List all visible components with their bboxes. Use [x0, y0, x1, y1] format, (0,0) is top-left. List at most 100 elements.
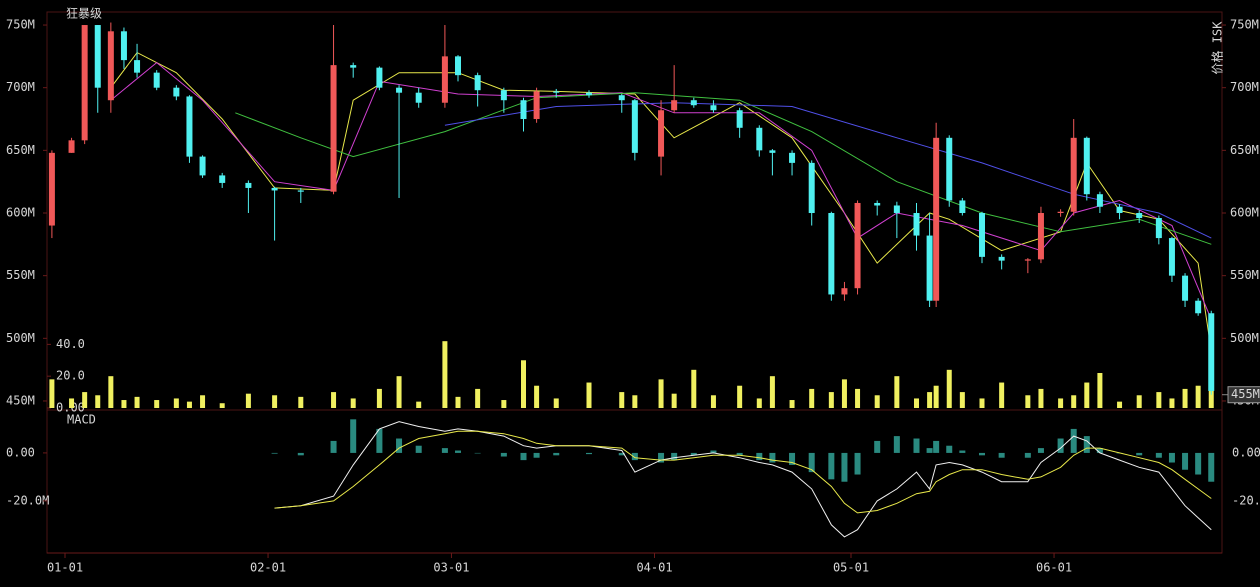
candle-body	[736, 110, 743, 128]
macd-bar	[376, 428, 383, 453]
macd-bar	[474, 452, 481, 454]
macd-bar	[854, 452, 861, 475]
macd-bar	[998, 452, 1005, 458]
volume-bar	[331, 392, 337, 408]
volume-bar	[1097, 373, 1103, 408]
candle-body	[153, 72, 160, 88]
macd-bar	[500, 452, 507, 457]
volume-bar	[946, 369, 952, 408]
macd-bar	[841, 452, 848, 482]
y-tick-label: 500M	[6, 331, 35, 345]
candle-body	[186, 96, 193, 157]
macd-bar	[1024, 452, 1031, 458]
candle-body	[1096, 194, 1103, 207]
volume-bar	[442, 341, 448, 408]
candle-body	[396, 87, 403, 93]
candle-body	[1037, 213, 1044, 260]
candle-body	[658, 110, 665, 157]
macd-line	[274, 421, 1212, 538]
macd-bar	[396, 438, 403, 453]
y-tick-label: -20.0M	[6, 493, 49, 507]
macd-bar	[553, 452, 560, 456]
volume-bar	[999, 382, 1005, 408]
y-tick-label: 750M	[6, 18, 35, 32]
macd-bar	[1057, 438, 1064, 453]
macd-bar	[1096, 448, 1103, 453]
volume-bar	[173, 398, 179, 408]
y-tick-label-right: 650M	[1230, 143, 1259, 157]
volume-bar	[809, 388, 815, 408]
macd-bar	[441, 448, 448, 453]
macd-bar	[893, 436, 900, 453]
macd-bar	[874, 440, 881, 453]
macd-bar	[756, 452, 763, 461]
candle-body	[81, 25, 88, 141]
volume-bar	[1071, 395, 1077, 408]
candle-body	[671, 100, 678, 111]
macd-bar	[1168, 452, 1175, 463]
y-tick-label-right: 0.00	[1232, 445, 1260, 459]
price-panel	[46, 11, 1223, 411]
volume-bar	[586, 382, 592, 408]
macd-bar	[828, 452, 835, 480]
candle-body	[756, 127, 763, 151]
volume-bar	[1058, 398, 1064, 408]
x-tick-label: 02-01	[250, 561, 286, 575]
volume-bar	[475, 388, 481, 408]
volume-bar	[619, 392, 625, 408]
macd-bar	[1037, 448, 1044, 453]
volume-bar	[186, 401, 192, 408]
candle-body	[828, 213, 835, 295]
macd-panel	[46, 409, 1223, 554]
candle-body	[68, 140, 75, 153]
macd-bar	[618, 452, 625, 456]
volume-bar	[1025, 395, 1031, 408]
volume-bar	[959, 392, 965, 408]
volume-bar	[501, 400, 507, 408]
x-tick-label: 05-01	[833, 561, 869, 575]
candle-body	[134, 60, 141, 73]
volume-tick-label: 40.0	[56, 337, 85, 351]
candle-body	[245, 182, 252, 188]
candle-body	[959, 200, 966, 214]
y-tick-label-right: 550M	[1230, 268, 1259, 282]
candle-body	[618, 95, 625, 101]
volume-bar	[134, 396, 140, 408]
macd-bar	[959, 450, 966, 453]
macd-bar	[926, 448, 933, 453]
candle-body	[1057, 211, 1064, 214]
y-tick-label: 700M	[6, 80, 35, 94]
candle-body	[415, 92, 422, 103]
volume-bar	[154, 400, 160, 408]
last-price-box	[1227, 386, 1260, 404]
macd-title: MACD	[67, 413, 96, 427]
candle-body	[946, 137, 953, 201]
candle-body	[854, 202, 861, 289]
x-tick-label: 04-01	[636, 561, 672, 575]
y-tick-label-right: 500M	[1230, 331, 1259, 345]
macd-bar	[913, 438, 920, 453]
macd-bar	[520, 452, 527, 461]
x-tick-label: 03-01	[433, 561, 469, 575]
candle-body	[533, 91, 540, 120]
volume-bar	[1136, 395, 1142, 408]
y-tick-label-right: 750M	[1230, 18, 1259, 32]
macd-bar	[1195, 452, 1202, 475]
moving-average-line	[110, 51, 1212, 351]
macd-bar	[710, 450, 717, 453]
candle-body	[769, 150, 776, 153]
macd-bar	[933, 440, 940, 453]
volume-bar	[1182, 388, 1188, 408]
volume-bar	[737, 385, 743, 408]
volume-bar	[69, 398, 75, 408]
candle-body	[913, 213, 920, 236]
candle-body	[520, 100, 527, 120]
volume-bar	[658, 379, 664, 408]
moving-average-line	[110, 61, 1212, 320]
candle-body	[1182, 275, 1189, 301]
volume-bar	[298, 396, 304, 408]
macd-bar	[350, 419, 357, 453]
candle-body	[933, 137, 940, 301]
candle-body	[48, 152, 55, 226]
candle-body	[173, 87, 180, 97]
